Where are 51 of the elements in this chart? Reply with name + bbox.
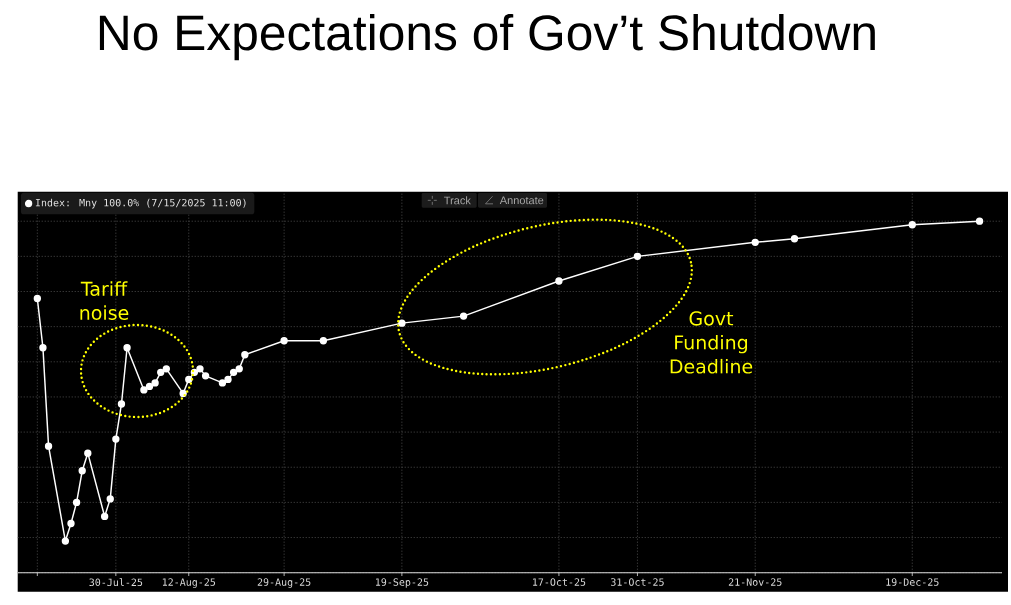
point [790,235,799,243]
point [555,277,563,285]
x-tick-label: 19-Sep-25 [375,578,429,588]
legend-label: Index: Mny 100.0% (7/15/2025 11:00) [35,198,246,209]
point [106,495,114,503]
point [117,400,126,408]
point [908,221,916,229]
point [196,365,204,373]
point [398,319,406,327]
point [201,372,210,380]
point [633,252,642,261]
point [179,389,187,398]
point [459,312,468,320]
point [218,379,227,387]
annotation: Tariff noise [80,281,129,320]
point [39,344,47,352]
point [112,435,120,443]
text: Track [444,196,471,205]
point [140,386,148,394]
point [67,519,75,528]
x-tick-label: 31-Oct-25 [611,578,664,586]
point [751,238,759,246]
annotation: Govt Funding Deadline [670,311,753,374]
point [975,217,984,225]
point [33,294,42,303]
point [44,442,53,450]
x-tick-label: 12-Aug-25 [162,578,216,588]
point [123,344,131,352]
point [78,467,86,475]
point [72,498,81,507]
text: Annotate [499,196,544,205]
x-tick-label: 17-Oct-25 [533,578,586,586]
point [280,337,288,345]
point [235,365,243,373]
point [229,368,238,377]
x-tick-label: 21-Nov-25 [728,578,782,586]
point [157,368,165,377]
point [224,375,232,384]
point [61,537,70,545]
x-tick-label: 30-Jul-25 [89,578,143,587]
point [319,337,328,345]
point [84,449,92,457]
x-tick-label: 29-Aug-25 [257,578,311,588]
point [162,365,171,373]
point [185,375,193,384]
point [100,512,109,521]
point [151,379,159,387]
point [241,351,249,359]
point [145,382,154,391]
chart-title: No Expectations of Gov’t Shutdown [99,13,875,61]
x-tick-label: 19-Dec-25 [886,578,939,586]
